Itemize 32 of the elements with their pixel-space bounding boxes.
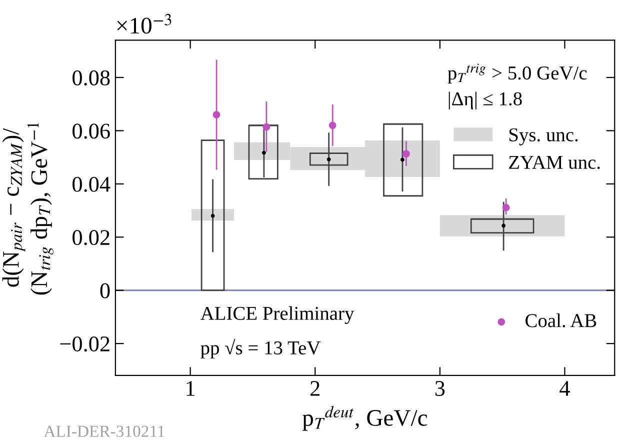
- legend-label: ZYAM unc.: [509, 156, 600, 170]
- bar: [383, 123, 424, 197]
- y-tick-label: 0.04: [72, 176, 110, 192]
- point: [402, 150, 410, 158]
- x-tick-label: 3: [435, 381, 445, 396]
- text: ×10$^{−3}$: [117, 14, 172, 34]
- y-tick-label: 0.08: [72, 70, 110, 86]
- legend-label: Coal. AB: [526, 314, 596, 328]
- y-tick-label: 0: [100, 283, 110, 298]
- annotation: |Δη| ≤ 1.8: [448, 92, 522, 110]
- y-tick-label: 0.06: [72, 124, 110, 139]
- point: [262, 150, 266, 155]
- point: [502, 224, 506, 228]
- point: [212, 111, 220, 118]
- annotation: ALICE Preliminary: [200, 306, 354, 324]
- annotation: pp √s = 13 TeV: [200, 338, 320, 358]
- annotation: p$_{T}$$^{trig}$ > 5.0 GeV/c: [448, 64, 587, 84]
- y-tick-label: 0.02: [72, 230, 110, 246]
- point: [262, 123, 270, 131]
- point: [210, 214, 215, 218]
- y-tick-label: −0.02: [60, 336, 110, 352]
- point: [400, 158, 404, 162]
- text: ALI-DER-310211: [44, 426, 164, 437]
- point: [328, 122, 336, 130]
- x-tick-label: 1: [186, 381, 195, 396]
- legend-label: Sys. unc.: [509, 128, 578, 146]
- point: [502, 204, 510, 212]
- point: [326, 157, 331, 162]
- x-tick-label: 4: [560, 381, 570, 396]
- text: d(N$_{pair}$ − c$_{ZYAM}$)/ (N$_{trig}$ dp$_{T}$), GeV$^{−1}$: [2, 122, 54, 295]
- x-axis-title: p$_{T}$$^{deut}$, GeV/c: [302, 406, 428, 431]
- x-tick-label: 2: [310, 381, 320, 396]
